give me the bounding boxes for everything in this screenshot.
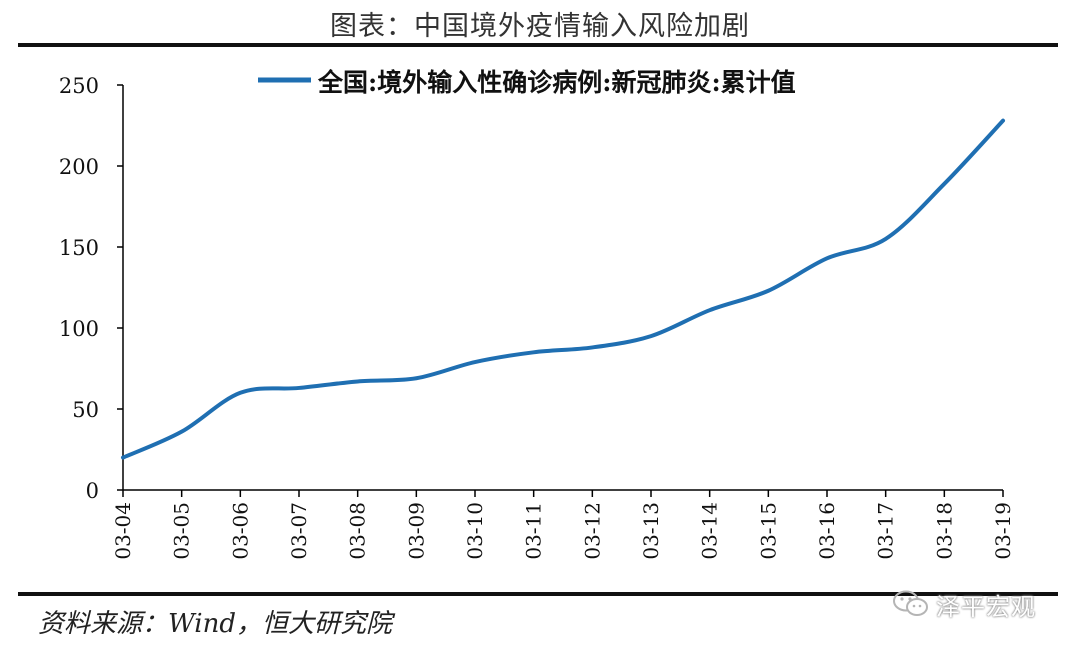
chart-axes: 0 50 100 150 200 250 03-04 03-05 03-06 03-07 03-08… (59, 74, 1015, 560)
data-point (708, 308, 712, 312)
data-point (766, 289, 770, 293)
data-point (942, 182, 946, 186)
y-tick-label: 100 (59, 317, 99, 341)
y-tick-label: 250 (59, 74, 99, 98)
chart-legend: 全国:境外输入性确诊病例:新冠肺炎:累计值 (258, 68, 796, 97)
x-tick-label: 03-12 (580, 502, 604, 560)
data-point (825, 256, 829, 260)
bottom-divider (18, 592, 1058, 596)
x-tick-label: 03-05 (170, 502, 194, 560)
x-tick-label: 03-08 (346, 502, 370, 560)
x-tick-label: 03-16 (815, 502, 839, 560)
source-note: 资料来源：Wind，恒大研究院 (38, 609, 392, 639)
watermark-text: 泽平宏观 (936, 593, 1036, 621)
watermark: 泽平宏观 (892, 585, 1062, 621)
x-tick-label: 03-13 (639, 502, 663, 560)
y-tick-label: 150 (59, 236, 99, 260)
x-tick-label: 03-14 (698, 502, 722, 560)
chart-marks (121, 118, 1005, 460)
data-point (180, 430, 184, 434)
x-tick-label: 03-11 (522, 502, 546, 560)
y-tick-label: 200 (59, 155, 99, 179)
x-tick-label: 03-19 (991, 502, 1015, 560)
data-point (590, 345, 594, 349)
x-tick-label: 03-09 (404, 502, 428, 560)
data-point (238, 391, 242, 395)
top-divider (18, 43, 1058, 47)
x-tick-label: 03-04 (111, 502, 135, 560)
page-title: 图表：中国境外疫情输入风险加剧 (330, 11, 750, 42)
data-point (414, 376, 418, 380)
x-tick-label: 03-06 (228, 502, 252, 560)
data-point (1001, 119, 1005, 123)
y-tick-label: 0 (86, 479, 99, 503)
wechat-icon (893, 590, 928, 616)
x-tick-label: 03-07 (287, 502, 311, 560)
series-line-0 (121, 118, 1005, 460)
x-tick-label: 03-18 (932, 502, 956, 560)
x-tick-label: 03-10 (463, 502, 487, 560)
data-point (532, 350, 536, 354)
data-point (884, 237, 888, 241)
data-point (121, 456, 125, 460)
data-point (649, 334, 653, 338)
x-tick-label: 03-15 (756, 502, 780, 560)
x-tick-label: 03-17 (874, 502, 898, 560)
y-tick-label: 50 (72, 398, 99, 422)
data-point (473, 360, 477, 364)
legend-label: 全国:境外输入性确诊病例:新冠肺炎:累计值 (317, 68, 796, 97)
data-point (297, 386, 301, 390)
data-point (356, 379, 360, 383)
